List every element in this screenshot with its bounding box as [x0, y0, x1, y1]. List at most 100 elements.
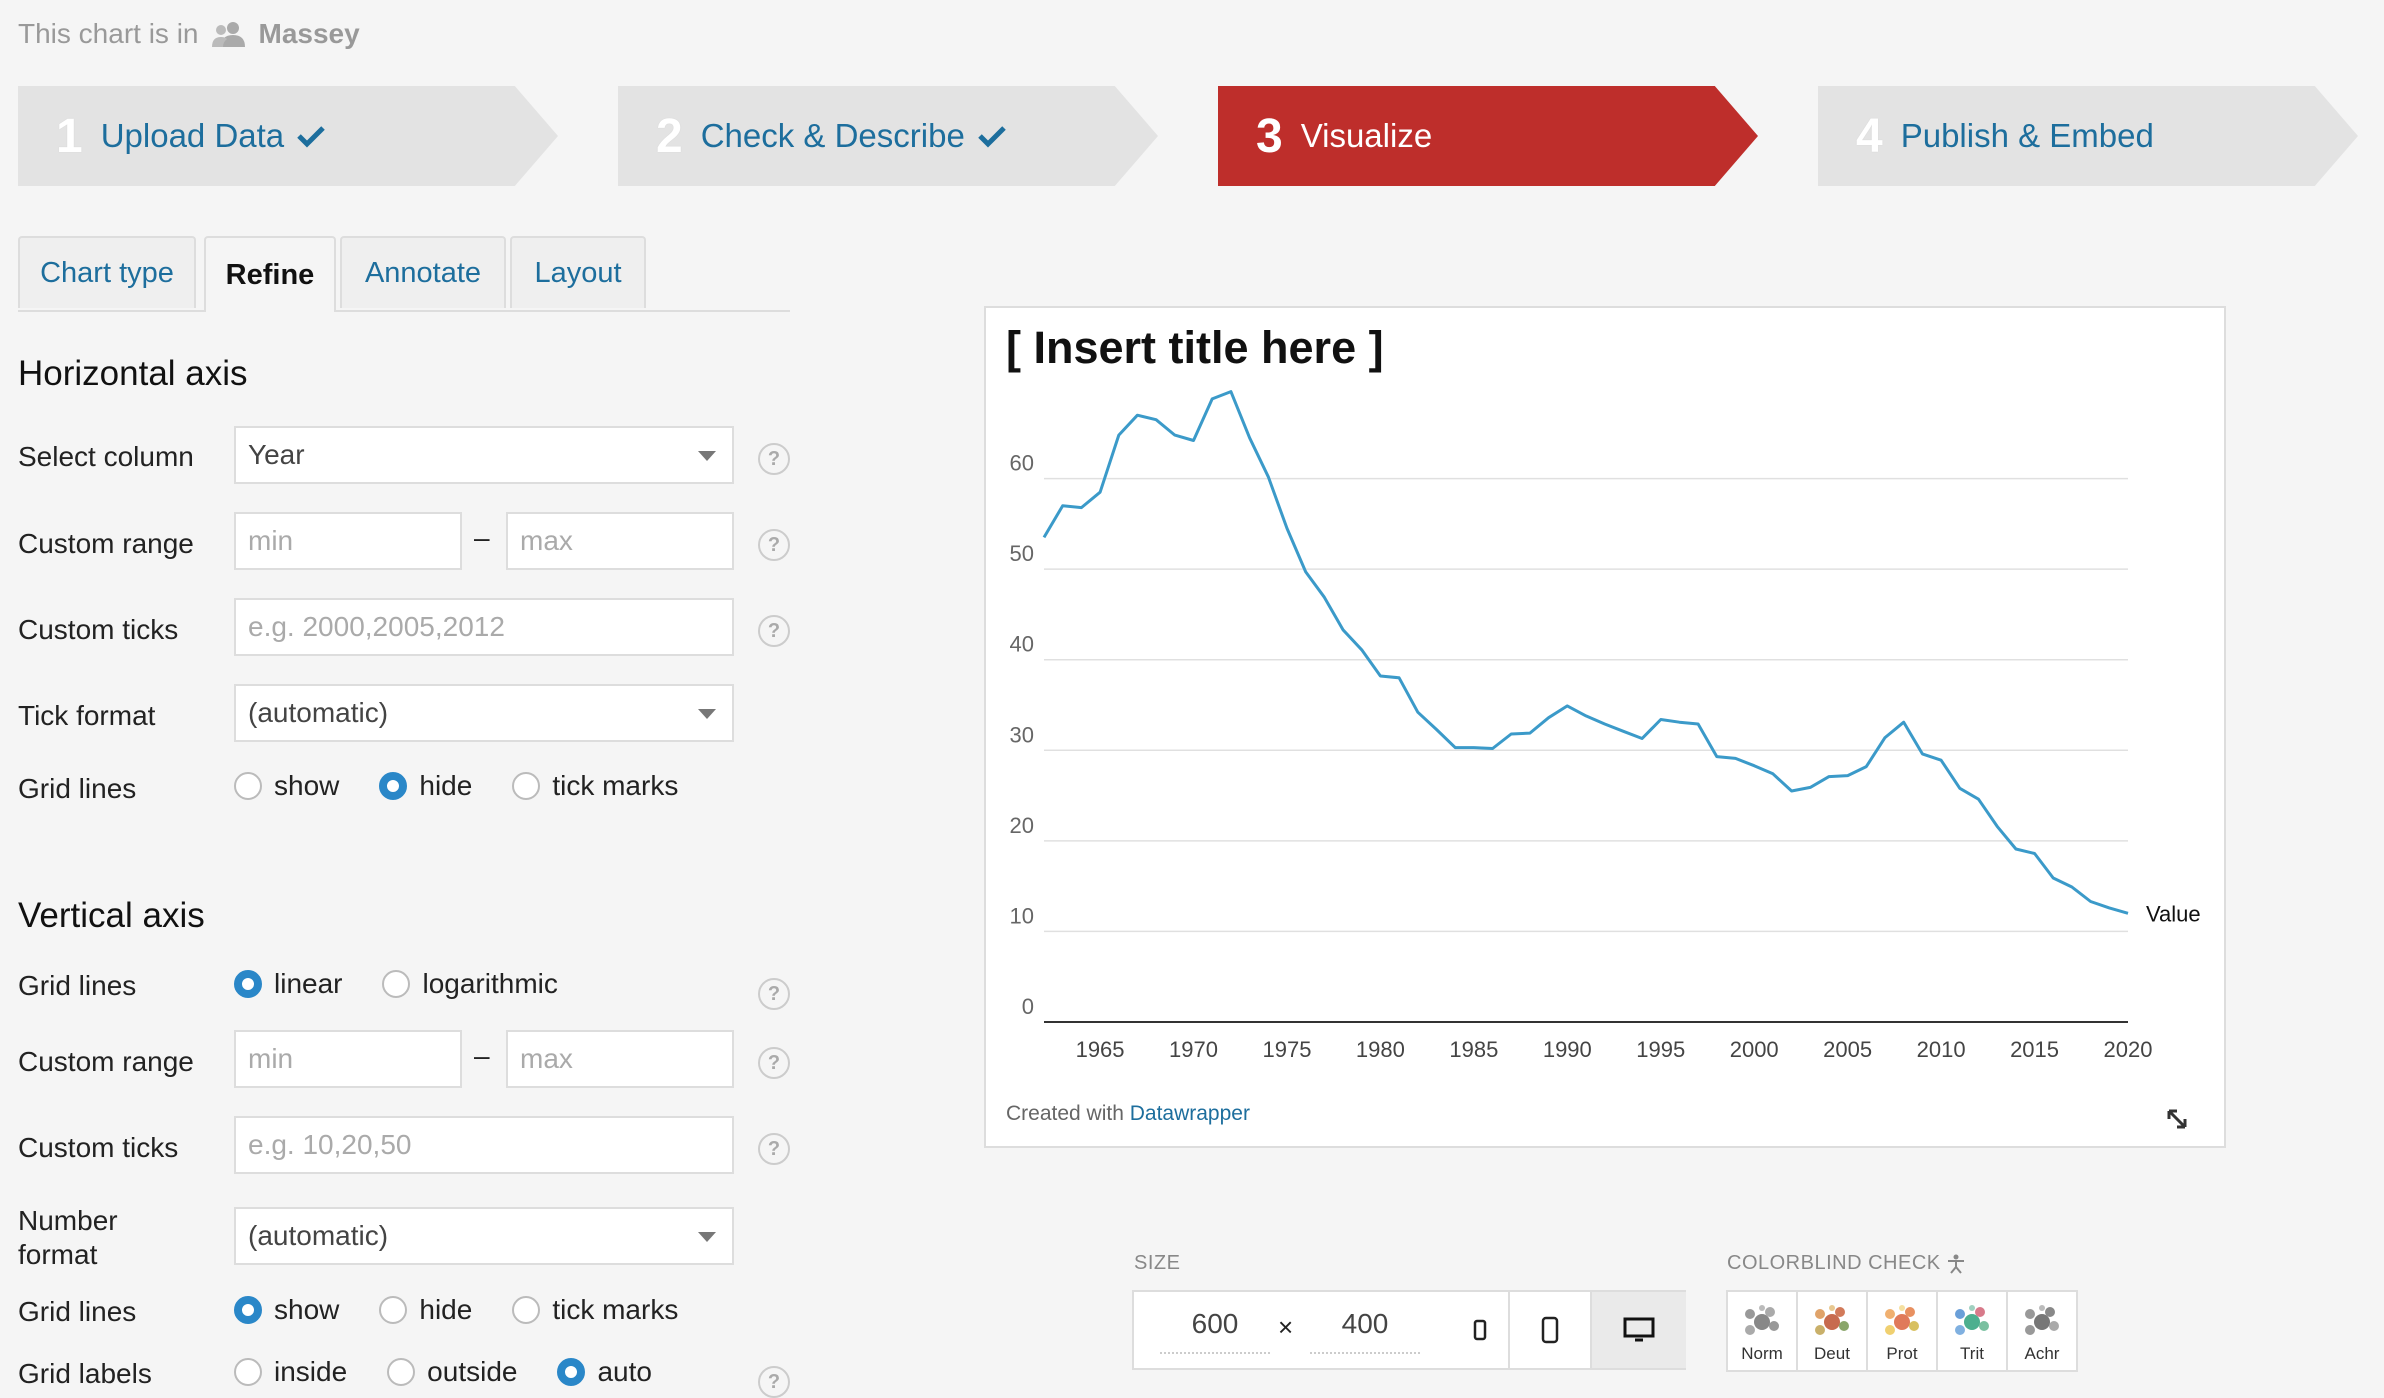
step-publish-embed[interactable]: 4 Publish & Embed	[1818, 86, 2358, 186]
x-tick-label: 1990	[1543, 1037, 1592, 1062]
radio-button-selected[interactable]	[234, 970, 262, 998]
help-icon[interactable]: ?	[758, 1366, 790, 1398]
radio-outside[interactable]: outside	[387, 1356, 517, 1388]
datawrapper-link[interactable]: Datawrapper	[1129, 1102, 1250, 1125]
custom-ticks-input[interactable]: e.g. 2000,2005,2012	[234, 598, 734, 656]
radio-label: tick marks	[552, 1294, 679, 1325]
custom-ticks-label: Custom ticks	[18, 1132, 179, 1163]
colorblind-mode-prot[interactable]: Prot	[1868, 1292, 1938, 1370]
radio-button-selected[interactable]	[234, 1296, 262, 1324]
range-max-input[interactable]: max	[506, 512, 734, 570]
custom-ticks-input[interactable]: e.g. 10,20,50	[234, 1116, 734, 1174]
radio-hide[interactable]: hide	[379, 770, 472, 802]
divider	[1508, 1292, 1510, 1368]
step-check-describe[interactable]: 2 Check & Describe	[618, 86, 1158, 186]
y-tick-label: 40	[1010, 632, 1034, 657]
step-label: Upload Data	[100, 117, 285, 154]
radio-button-selected[interactable]	[379, 772, 408, 800]
colorblind-mode-norm[interactable]: Norm	[1728, 1292, 1798, 1370]
chart-title[interactable]: [ Insert title here ]	[1006, 322, 1384, 373]
range-min-input[interactable]: min	[234, 1030, 462, 1088]
org-name[interactable]: Massey	[258, 18, 360, 49]
help-icon[interactable]: ?	[758, 978, 790, 1010]
tab-annotate[interactable]: Annotate	[340, 236, 506, 308]
number-format-label-line1: Number	[18, 1205, 118, 1236]
radio-show[interactable]: show	[234, 1294, 339, 1326]
grid-lines-label: Grid lines	[18, 773, 137, 804]
colorblind-mode-trit[interactable]: Trit	[1938, 1292, 2008, 1370]
step-upload-data[interactable]: 1 Upload Data	[18, 86, 558, 186]
height-input[interactable]: 400	[1310, 1308, 1420, 1354]
x-tick-label: 1965	[1076, 1037, 1125, 1062]
tick-format-dropdown[interactable]: (automatic)	[234, 684, 734, 742]
dots-icon	[2025, 1305, 2059, 1335]
radio-hide[interactable]: hide	[379, 1294, 472, 1326]
accessibility-icon	[1947, 1254, 1964, 1274]
number-format-value: (automatic)	[248, 1220, 389, 1251]
radio-button[interactable]	[234, 1358, 262, 1386]
radio-button[interactable]	[379, 1296, 408, 1324]
dots-icon	[1745, 1305, 1779, 1335]
select-column-label: Select column	[18, 441, 194, 472]
times-sign: ×	[1278, 1312, 1294, 1342]
step-visualize[interactable]: 3 Visualize	[1218, 86, 1758, 186]
help-icon[interactable]: ?	[758, 529, 790, 561]
tick-format-value: (automatic)	[248, 697, 389, 728]
select-column-dropdown[interactable]: Year	[234, 426, 734, 484]
radio-button-selected[interactable]	[557, 1358, 586, 1386]
y-tick-label: 20	[1010, 813, 1034, 838]
step-number: 3	[1256, 109, 1283, 163]
resize-handle-icon[interactable]	[2166, 1108, 2188, 1130]
tab-refine[interactable]: Refine	[204, 236, 336, 312]
number-format-label-line2: format	[18, 1239, 98, 1270]
radio-logarithmic[interactable]: logarithmic	[382, 968, 558, 1000]
help-icon[interactable]: ?	[758, 443, 790, 475]
colorblind-check: Norm Deut Prot Trit Achr	[1726, 1290, 2078, 1372]
radio-tick-marks[interactable]: tick marks	[512, 770, 678, 802]
help-icon[interactable]: ?	[758, 1133, 790, 1165]
mode-label: Trit	[1960, 1344, 1984, 1363]
radio-button[interactable]	[512, 772, 541, 800]
tab-chart-type[interactable]: Chart type	[18, 236, 196, 308]
mode-label: Achr	[2024, 1344, 2060, 1363]
radio-inside[interactable]: inside	[234, 1356, 347, 1388]
radio-tick-marks[interactable]: tick marks	[512, 1294, 678, 1326]
help-icon[interactable]: ?	[758, 1047, 790, 1079]
credit-prefix: Created with	[1006, 1102, 1124, 1125]
y-grid-lines-radio-group: show hide tick marks	[234, 1294, 718, 1326]
radio-label: hide	[419, 770, 473, 801]
preset-desktop-button[interactable]	[1590, 1292, 1686, 1368]
preset-phone-button[interactable]	[1510, 1292, 1590, 1368]
radio-auto[interactable]: auto	[557, 1356, 652, 1388]
radio-label: outside	[427, 1356, 518, 1387]
axis-labels: 0 10 20 30 40 50 60 1965 1970 1975 1980 1985 1990 199…	[1010, 451, 2153, 1062]
radio-label: show	[274, 1294, 340, 1325]
preset-small-phone-button[interactable]	[1452, 1292, 1508, 1368]
radio-button[interactable]	[387, 1358, 416, 1386]
grid-labels-radio-group: inside outside auto	[234, 1356, 692, 1388]
colorblind-mode-deut[interactable]: Deut	[1798, 1292, 1868, 1370]
team-icon	[211, 22, 245, 47]
mode-label: Deut	[1814, 1344, 1850, 1363]
tab-layout[interactable]: Layout	[510, 236, 646, 308]
radio-button[interactable]	[234, 772, 262, 800]
radio-label: tick marks	[552, 770, 679, 801]
radio-button[interactable]	[512, 1296, 541, 1324]
colorblind-mode-achr[interactable]: Achr	[2008, 1292, 2076, 1370]
step-number: 2	[656, 109, 683, 163]
width-input[interactable]: 600	[1160, 1308, 1270, 1354]
radio-show[interactable]: show	[234, 770, 339, 802]
range-max-input[interactable]: max	[506, 1030, 734, 1088]
radio-linear[interactable]: linear	[234, 968, 342, 1000]
range-separator: –	[474, 522, 490, 553]
size-controls: 600 × 400	[1132, 1290, 1686, 1370]
number-format-dropdown[interactable]: (automatic)	[234, 1207, 734, 1265]
help-icon[interactable]: ?	[758, 615, 790, 647]
range-min-input[interactable]: min	[234, 512, 462, 570]
step-number: 4	[1856, 109, 1883, 163]
step-label: Publish & Embed	[1900, 117, 2154, 154]
custom-ticks-label: Custom ticks	[18, 614, 179, 645]
step-label: Visualize	[1300, 117, 1433, 154]
radio-button[interactable]	[382, 970, 411, 998]
radio-label: auto	[597, 1356, 652, 1387]
